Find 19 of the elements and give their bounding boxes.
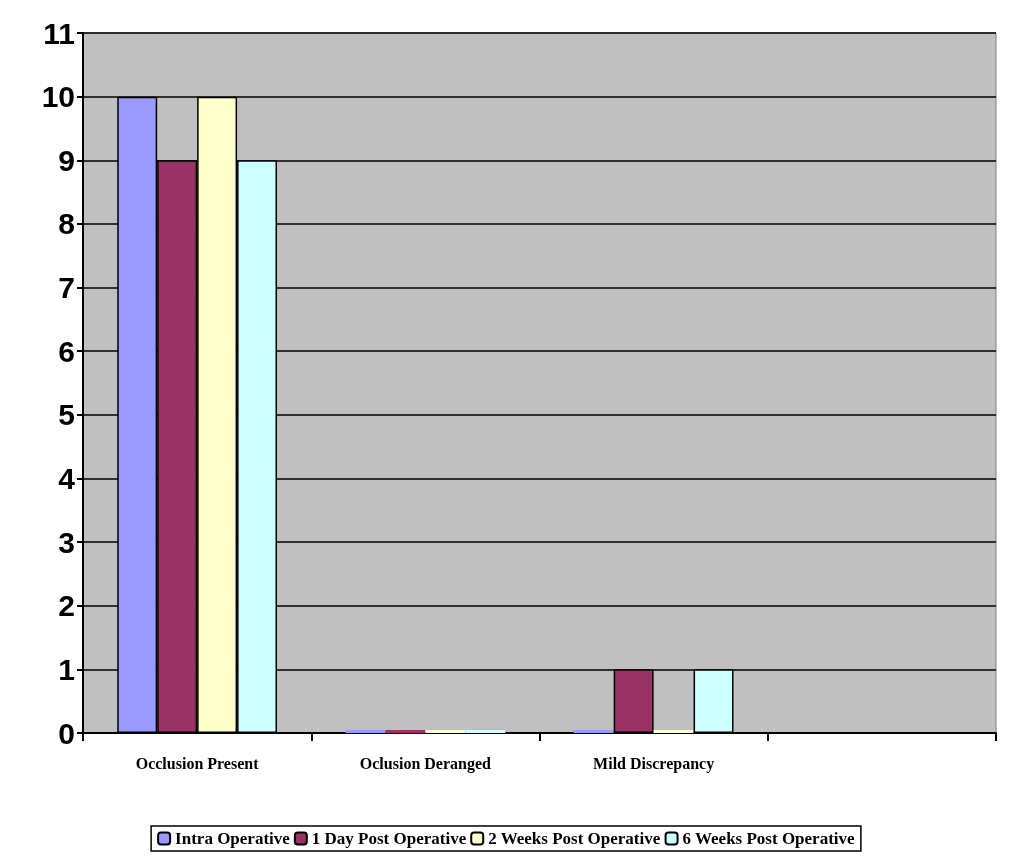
y-tick-label: 9 — [58, 143, 75, 177]
legend-label: 6 Weeks Post Operative — [682, 829, 856, 848]
y-tick-label: 5 — [58, 398, 75, 432]
legend-label: 2 Weeks Post Operative — [488, 829, 661, 848]
y-tick-label: 10 — [41, 80, 75, 114]
y-tick-label: 11 — [43, 16, 75, 50]
legend-label: Intra Operative — [175, 829, 291, 848]
y-tick-label: 1 — [58, 652, 75, 686]
y-tick-label: 4 — [58, 461, 76, 495]
y-tick-label: 2 — [58, 589, 75, 623]
y-tick-label: 3 — [58, 525, 75, 559]
legend-label: 1 Day Post Operative — [311, 829, 467, 848]
y-tick-label: 8 — [58, 207, 75, 241]
y-tick-label: 7 — [58, 271, 75, 305]
x-tick-label: Occlusion Present — [135, 754, 260, 772]
y-tick-label: 0 — [58, 716, 75, 750]
x-tick-label: Mild Discrepancy — [593, 754, 715, 773]
y-tick-label: 6 — [58, 334, 75, 368]
x-tick-label: Oclusion Deranged — [359, 754, 492, 773]
